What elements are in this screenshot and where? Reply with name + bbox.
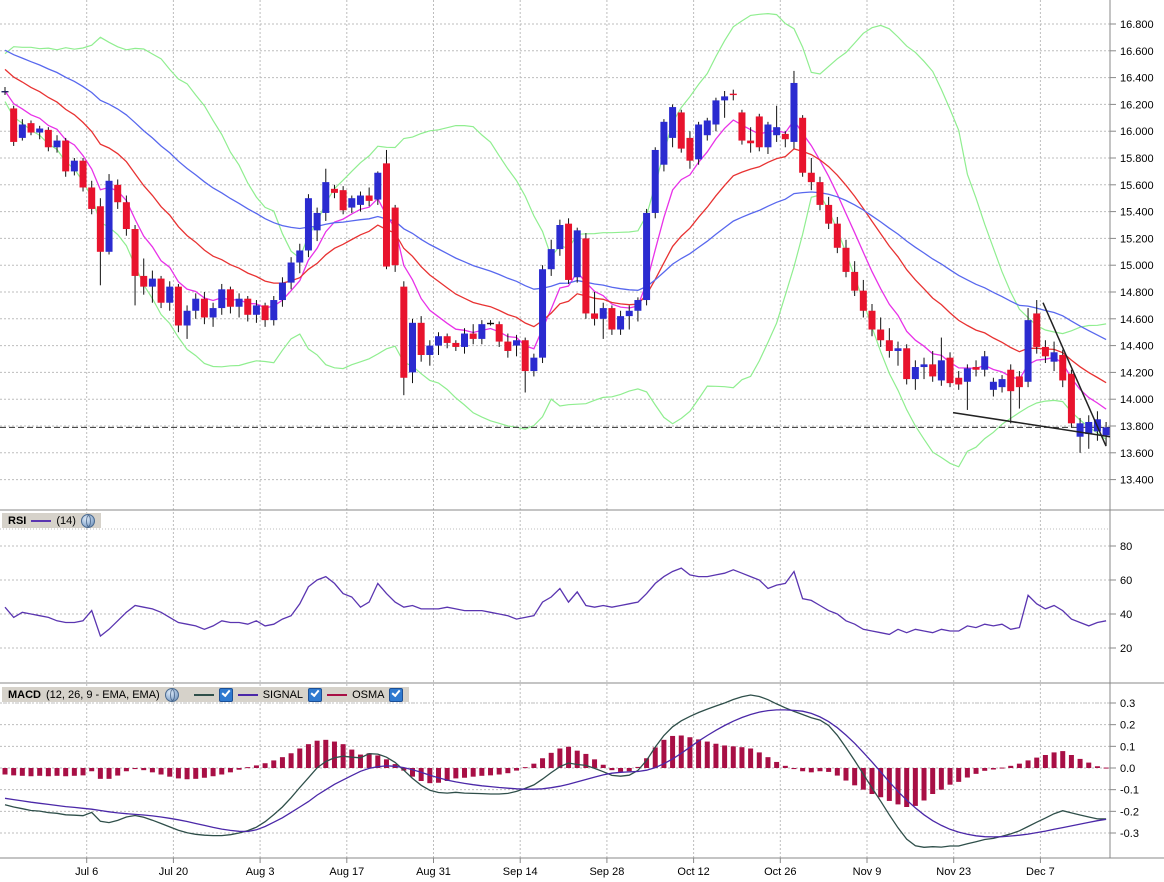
svg-text:15.400: 15.400 — [1120, 207, 1154, 219]
osma-checkbox-checked-icon[interactable] — [389, 687, 404, 702]
svg-text:16.200: 16.200 — [1120, 99, 1154, 111]
svg-text:Sep 28: Sep 28 — [589, 866, 624, 878]
svg-text:Aug 17: Aug 17 — [329, 866, 364, 878]
svg-text:14.400: 14.400 — [1120, 341, 1154, 353]
svg-text:Jul 6: Jul 6 — [75, 866, 98, 878]
svg-text:0.2: 0.2 — [1120, 720, 1135, 732]
macd-params-label: (12, 26, 9 - EMA, EMA) — [46, 688, 160, 701]
svg-text:60: 60 — [1120, 575, 1132, 587]
svg-text:16.000: 16.000 — [1120, 126, 1154, 138]
svg-text:Oct 12: Oct 12 — [677, 866, 709, 878]
svg-text:15.200: 15.200 — [1120, 233, 1154, 245]
rsi-period-label: (14) — [56, 514, 76, 527]
osma-label: OSMA — [352, 688, 385, 701]
macd-checkbox-checked-icon[interactable] — [218, 687, 233, 702]
svg-text:14.600: 14.600 — [1120, 314, 1154, 326]
svg-text:14.000: 14.000 — [1120, 394, 1154, 406]
svg-text:Jul 20: Jul 20 — [159, 866, 188, 878]
svg-text:13.600: 13.600 — [1120, 448, 1154, 460]
svg-text:13.400: 13.400 — [1120, 475, 1154, 487]
macd-label: MACD — [8, 688, 41, 701]
svg-text:0.0: 0.0 — [1120, 763, 1135, 775]
signal-checkbox-checked-icon[interactable] — [308, 687, 323, 702]
svg-text:Nov 9: Nov 9 — [853, 866, 882, 878]
macd-legend: MACD (12, 26, 9 - EMA, EMA) SIGNAL OSMA — [2, 687, 410, 702]
svg-text:0.1: 0.1 — [1120, 741, 1135, 753]
globe-icon[interactable] — [164, 687, 179, 702]
svg-text:15.800: 15.800 — [1120, 153, 1154, 165]
svg-text:-0.2: -0.2 — [1120, 806, 1139, 818]
rsi-line-swatch-icon — [31, 519, 52, 522]
svg-text:16.400: 16.400 — [1120, 73, 1154, 85]
svg-text:Sep 14: Sep 14 — [503, 866, 538, 878]
svg-text:-0.3: -0.3 — [1120, 828, 1139, 840]
globe-icon[interactable] — [80, 513, 95, 528]
rsi-legend: RSI (14) — [2, 513, 101, 528]
svg-text:13.800: 13.800 — [1120, 421, 1154, 433]
signal-label: SIGNAL — [262, 688, 304, 701]
signal-line-swatch-icon — [237, 693, 258, 696]
svg-text:15.600: 15.600 — [1120, 180, 1154, 192]
macd-line-swatch-icon — [193, 693, 214, 696]
svg-text:40: 40 — [1120, 609, 1132, 621]
svg-text:Aug 3: Aug 3 — [246, 866, 275, 878]
rsi-label: RSI — [8, 514, 27, 527]
svg-text:16.800: 16.800 — [1120, 19, 1154, 31]
svg-text:Dec 7: Dec 7 — [1026, 866, 1055, 878]
svg-text:15.000: 15.000 — [1120, 260, 1154, 272]
svg-text:-0.1: -0.1 — [1120, 785, 1139, 797]
osma-line-swatch-icon — [327, 693, 348, 696]
svg-text:14.800: 14.800 — [1120, 287, 1154, 299]
svg-text:Aug 31: Aug 31 — [416, 866, 451, 878]
svg-text:0.3: 0.3 — [1120, 698, 1135, 710]
svg-text:80: 80 — [1120, 541, 1132, 553]
svg-text:20: 20 — [1120, 643, 1132, 655]
svg-text:14.200: 14.200 — [1120, 367, 1154, 379]
svg-text:16.600: 16.600 — [1120, 46, 1154, 58]
svg-text:Oct 26: Oct 26 — [764, 866, 796, 878]
svg-text:Nov 23: Nov 23 — [936, 866, 971, 878]
